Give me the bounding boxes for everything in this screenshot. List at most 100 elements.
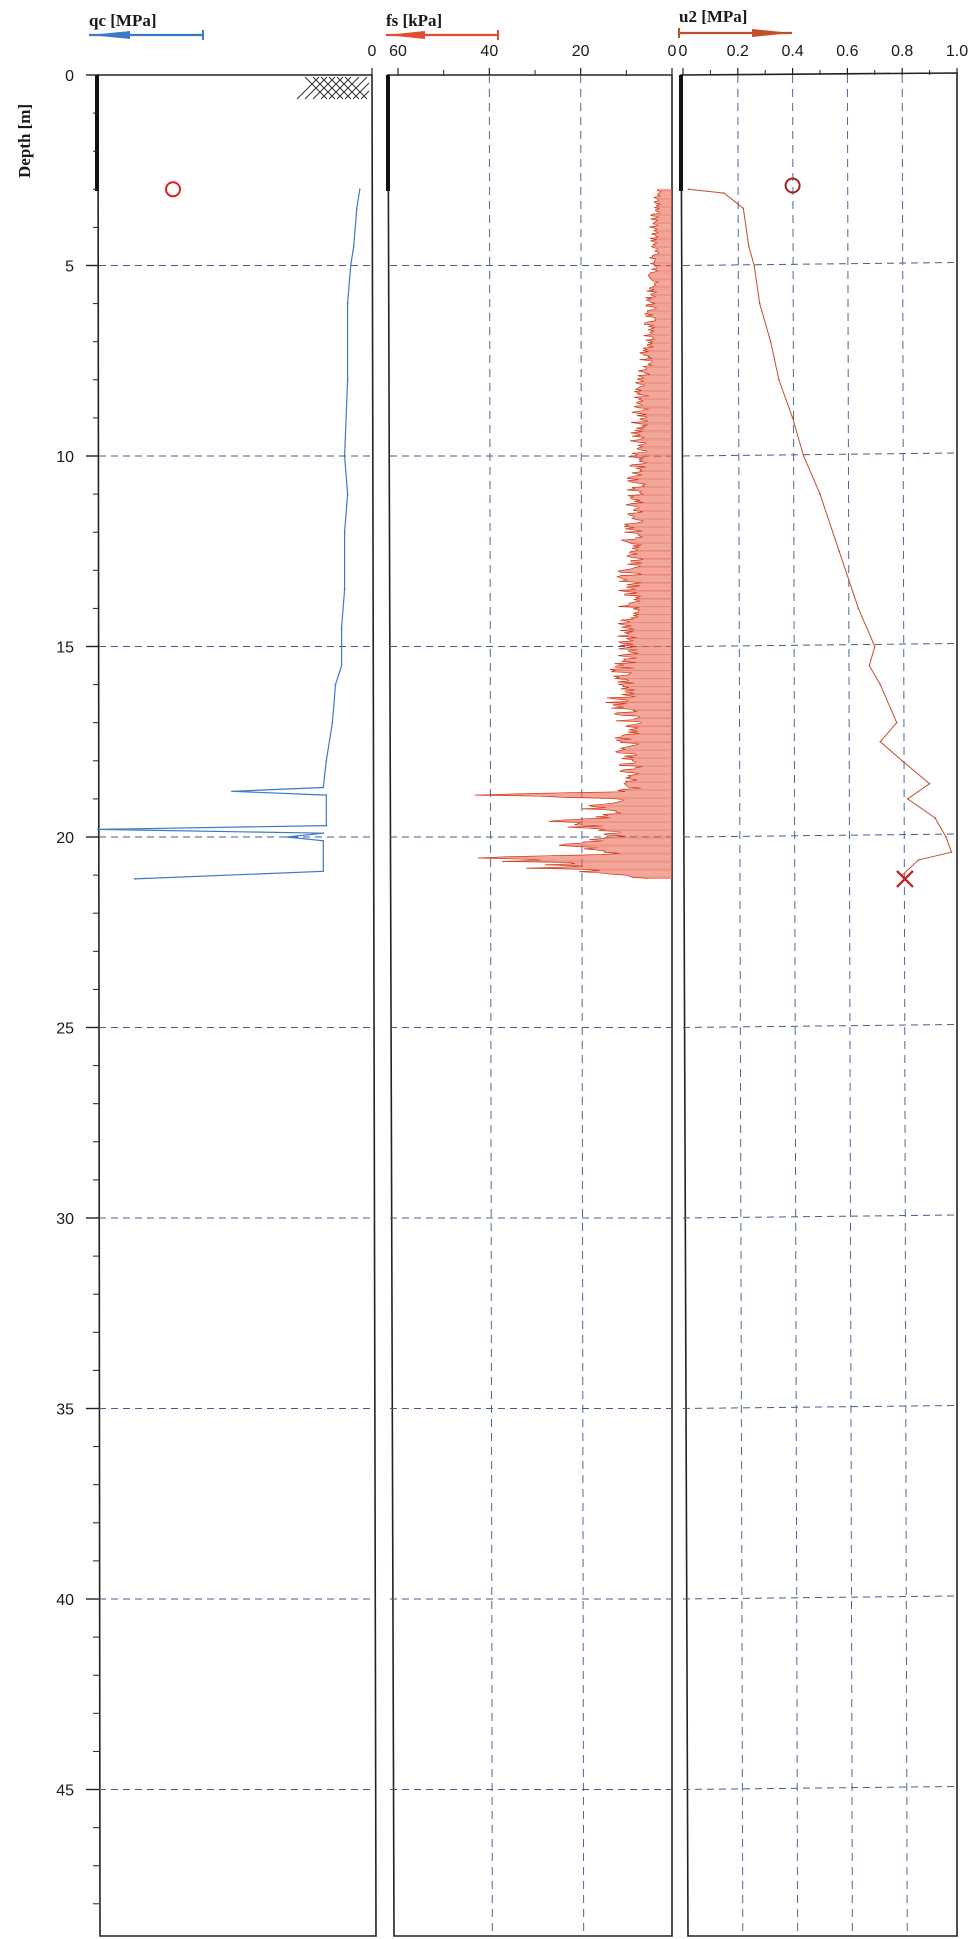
qc-point [349,264,352,267]
depth-tick-label: 15 [56,640,74,657]
qc-start-circle-marker [165,181,181,198]
depth-grid-line [682,262,958,266]
fs-panel [386,74,673,1937]
u2-point [895,721,898,724]
depth-grid-line [682,1024,958,1028]
qc-point [322,786,325,789]
depth-tick-label: 5 [65,259,74,276]
fs-series [474,188,672,879]
fs-panel-frame [387,74,673,1937]
grid-lines [99,74,958,1937]
u2-point [791,417,794,419]
u2-point [879,683,882,686]
qc-point [346,493,349,495]
fs-x-tick-label: 0 [668,43,677,60]
u2-point [742,207,745,210]
qc-point [322,832,325,834]
u2-point [687,188,690,191]
u2-trace-line [688,188,953,876]
qc-point [343,588,346,591]
u2-point [868,664,871,667]
depth-grid-line [682,1214,958,1219]
u2-point [753,264,756,267]
qc-point [355,207,358,210]
u2-x-tick-label: 0.4 [781,43,803,60]
u2-point [819,493,821,495]
u2-x-tick-label: 0.6 [836,43,858,60]
u2-x-tick-label: 0.2 [727,43,749,60]
fs-x-tick-label: 20 [572,43,590,60]
u2-point [769,340,772,343]
fs-vertical-grid-line [580,74,585,1937]
qc-panel [95,74,377,1937]
qc-point [97,828,99,831]
qc-legend-arrow-icon [89,30,204,40]
depth-grid-line [682,452,958,457]
qc-title: qc [MPa] [89,11,157,30]
u2-x-tick-label: 0 [679,43,688,60]
u2-panel [679,72,958,1937]
qc-point [343,531,346,533]
u2-end-cross-marker [896,870,914,888]
u2-start-circle-marker [784,177,801,194]
depth-grid-line [682,1786,958,1790]
depth-tick-label: 45 [56,1783,74,1800]
fs-x-tick-label: 40 [480,43,498,60]
qc-point [343,455,346,457]
depth-tick-label: 40 [56,1592,74,1609]
u2-point [917,859,920,861]
u2-point [901,760,903,762]
qc-point [325,794,328,796]
u2-vertical-grid-line [792,74,799,1937]
u2-point [879,740,882,743]
qc-trace-line [97,189,361,880]
u2-title: u2 [MPa] [679,7,747,26]
fs-thick-axis-bar [386,75,390,191]
depth-grid-line [682,833,958,838]
qc-point [331,721,334,724]
qc-point [285,836,288,838]
u2-series [687,188,953,876]
u2-vertical-grid-line [846,74,853,1937]
depth-ticks: 0 5 10 15 20 25 30 35 40 45 [56,68,99,1905]
u2-point [874,645,876,648]
u2-point [934,817,936,819]
u2-point [723,192,725,194]
markers [165,177,914,888]
u2-panel-frame [680,72,958,1937]
qc-series [97,188,361,880]
u2-point [802,455,805,457]
depth-tick-label: 0 [65,68,74,85]
u2-point [838,550,840,553]
qc-thick-axis-bar [95,75,99,191]
qc-point [322,840,325,842]
u2-point [906,798,909,800]
qc-point [231,790,233,793]
depth-tick-label: 25 [56,1021,74,1038]
x-ticks: 0 60 40 20 0 0 0.2 0.4 0.6 0.8 1.0 [368,43,968,75]
depth-tick-label: 35 [56,1402,74,1419]
qc-hatch-icon [296,76,370,100]
u2-vertical-grid-line [737,74,744,1937]
qc-point [346,302,349,305]
qc-point [322,870,325,873]
depth-tick-label: 20 [56,830,74,847]
qc-point [325,760,328,762]
qc-point [346,379,349,381]
qc-point [359,188,361,191]
qc-point [133,878,136,880]
depth-tick-label: 30 [56,1211,74,1228]
qc-point [334,683,337,686]
u2-point [778,379,780,381]
u2-legend-arrow-icon [678,28,792,38]
qc-point [340,626,343,629]
qc-panel-frame [97,74,377,1937]
u2-point [950,851,953,854]
depth-tick-label: 10 [56,449,74,466]
fs-title: fs [kPa] [386,11,442,30]
u2-cross-stroke [896,870,914,888]
u2-point [758,302,761,305]
u2-point [928,782,931,785]
qc-point [340,664,343,667]
